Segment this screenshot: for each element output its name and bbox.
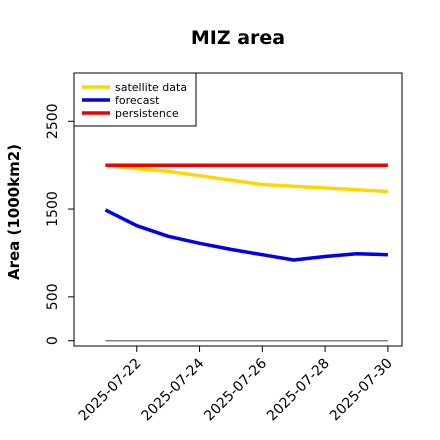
y-tick-label: 1500: [45, 191, 61, 227]
y-tick-label: 0: [45, 336, 61, 345]
legend-label: satellite data: [115, 81, 187, 94]
chart-title: MIZ area: [191, 27, 285, 49]
legend-label: persistence: [115, 107, 179, 120]
series-line-satellite-data: [105, 163, 389, 194]
legend-box: [73, 72, 197, 127]
series-line-forecast: [104, 208, 388, 262]
y-tick-label: 500: [45, 283, 61, 310]
x-tick-label: 2025-07-28: [264, 356, 333, 425]
y-axis-label: Area (1000km2): [5, 144, 23, 280]
x-tick-label: 2025-07-24: [139, 355, 208, 424]
legend-label: forecast: [115, 94, 160, 107]
y-tick-label: 2500: [45, 103, 61, 139]
x-tick-label: 2025-07-22: [76, 356, 145, 425]
x-tick-label: 2025-07-26: [201, 355, 270, 424]
x-tick-label: 2025-07-30: [327, 356, 396, 425]
